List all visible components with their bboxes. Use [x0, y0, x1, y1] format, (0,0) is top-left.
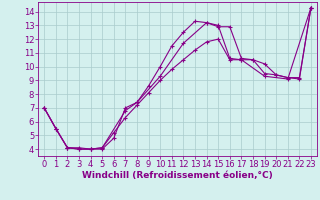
X-axis label: Windchill (Refroidissement éolien,°C): Windchill (Refroidissement éolien,°C) [82, 171, 273, 180]
